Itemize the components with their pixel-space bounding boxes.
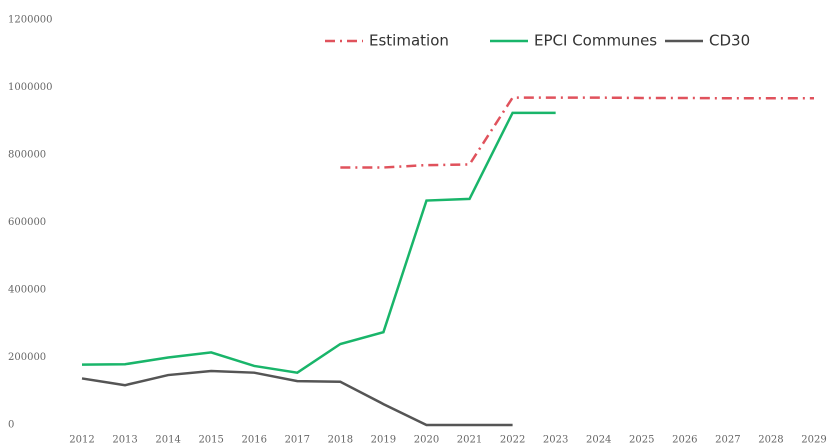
x-tick-label: 2023 [543, 435, 568, 446]
y-tick-label: 800000 [8, 150, 46, 161]
x-tick-label: 2014 [155, 435, 180, 446]
y-tick-label: 200000 [8, 352, 46, 363]
x-tick-label: 2021 [457, 435, 482, 446]
x-tick-label: 2022 [500, 435, 525, 446]
legend-label: Estimation [369, 32, 449, 50]
y-tick-label: 400000 [8, 285, 46, 296]
x-tick-label: 2020 [414, 435, 439, 446]
x-tick-label: 2013 [112, 435, 137, 446]
x-tick-label: 2029 [801, 435, 826, 446]
x-tick-label: 2016 [242, 435, 267, 446]
legend-label: EPCI Communes [534, 32, 657, 50]
y-tick-label: 600000 [8, 217, 46, 228]
series-line [340, 96, 814, 169]
y-tick-label: 1200000 [8, 15, 53, 26]
x-tick-label: 2017 [285, 435, 310, 446]
series-line [81, 111, 556, 374]
y-tick-label: 1000000 [8, 82, 53, 93]
x-tick-label: 2015 [198, 435, 223, 446]
x-tick-label: 2019 [371, 435, 396, 446]
legend-label: CD30 [709, 32, 750, 50]
x-tick-label: 2012 [69, 435, 94, 446]
y-tick-label: 0 [8, 420, 14, 431]
series-line [81, 369, 513, 427]
x-tick-label: 2018 [328, 435, 353, 446]
x-tick-label: 2025 [629, 435, 654, 446]
x-tick-label: 2027 [715, 435, 740, 446]
x-tick-label: 2026 [672, 435, 697, 446]
x-tick-label: 2028 [758, 435, 783, 446]
x-tick-label: 2024 [586, 435, 611, 446]
